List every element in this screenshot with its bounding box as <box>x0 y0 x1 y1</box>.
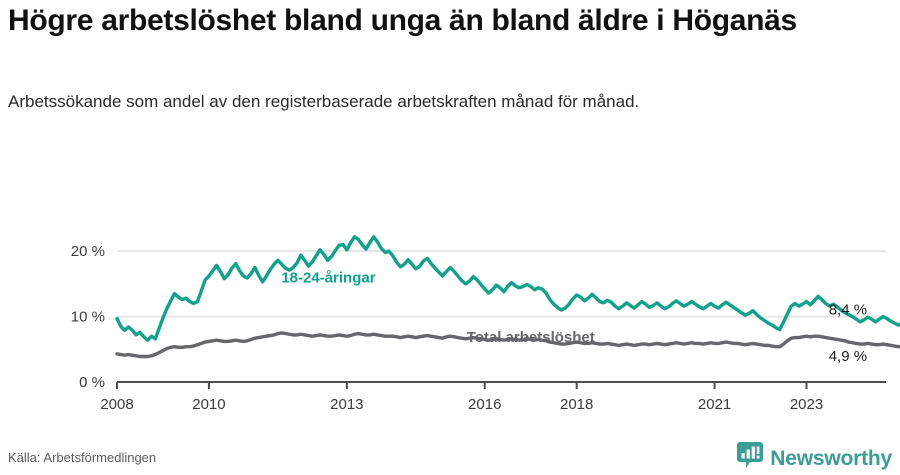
youth-series-label: 18-24-åringar <box>281 270 375 287</box>
series-line <box>115 331 900 359</box>
x-axis-tick-labels: 2008 2010 2013 2016 2018 2021 2023 <box>100 396 823 413</box>
page-subtitle: Arbetssökande som andel av den registerb… <box>8 92 640 111</box>
total-series-label: Total arbetslöshet <box>467 329 595 346</box>
x-axis-tick-label: 2018 <box>560 396 593 413</box>
series-line <box>115 235 900 342</box>
y-axis-tick-label: 0 % <box>79 374 105 391</box>
y-axis-tick-label: 20 % <box>71 243 105 260</box>
source-caption: Källa: Arbetsförmedlingen <box>8 450 157 465</box>
newsworthy-wordmark: Newsworthy <box>770 446 892 470</box>
x-axis-tick-label: 2013 <box>330 396 363 413</box>
chart-svg: 0 % 10 % 20 % 2008 2010 2013 2016 2018 2021 2023… <box>71 235 900 413</box>
series-lines <box>115 235 900 359</box>
newsworthy-logo[interactable]: Newsworthy <box>737 442 892 475</box>
youth-end-value: 8,4 % <box>829 302 867 319</box>
x-axis <box>116 381 886 389</box>
bar-chart-speech-bubble-icon <box>737 442 764 475</box>
x-axis-tick-label: 2016 <box>468 396 501 413</box>
total-end-value: 4,9 % <box>829 348 867 365</box>
x-axis-tick-label: 2023 <box>790 396 823 413</box>
y-axis-tick-label: 10 % <box>71 309 105 326</box>
gridlines <box>117 250 886 318</box>
x-axis-tick-label: 2021 <box>698 396 731 413</box>
chart-annotations: 18-24-åringar Total arbetslöshet 8,4 % 4,9 … <box>281 270 867 366</box>
x-axis-tick-label: 2010 <box>192 396 225 413</box>
line-chart: 0 % 10 % 20 % 2008 2010 2013 2016 2018 2021 2023… <box>0 180 900 420</box>
page-title: Högre arbetslöshet bland unga än bland ä… <box>8 4 797 37</box>
y-axis-tick-labels: 0 % 10 % 20 % <box>71 243 105 391</box>
x-axis-tick-label: 2008 <box>100 396 133 413</box>
